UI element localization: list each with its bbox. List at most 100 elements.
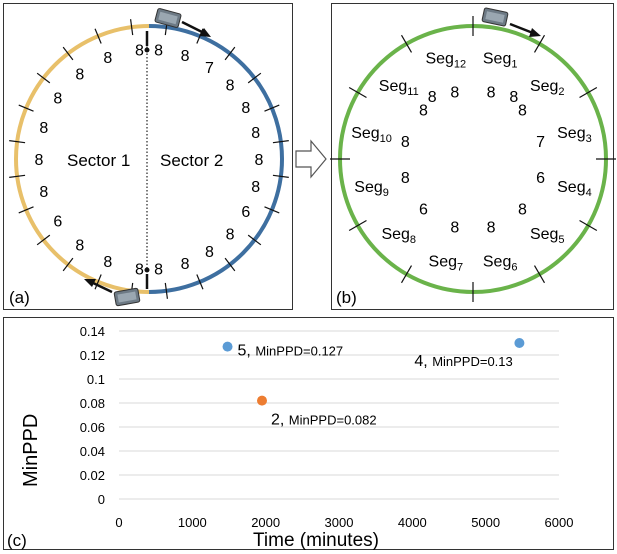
passage-value: 8 <box>241 100 250 117</box>
sector-2-label: Sector 2 <box>160 151 223 170</box>
passage-value: 8 <box>135 262 144 279</box>
segment-boundary-tick <box>579 86 598 99</box>
panel-b-ticks <box>330 16 616 302</box>
passage-value: 8 <box>35 152 44 169</box>
segment-boundary-tick <box>533 265 546 284</box>
y-tick-label: 0.04 <box>80 444 105 459</box>
ring-tick <box>9 140 26 144</box>
transition-arrow-icon <box>295 139 327 179</box>
passage-value: 8 <box>181 48 190 65</box>
y-tick-label: 0.08 <box>80 396 105 411</box>
x-tick-label: 0 <box>115 515 122 530</box>
segment-value: 8 <box>428 89 437 106</box>
segment-value: 6 <box>419 201 428 218</box>
data-label: 2, MinPPD=0.082 <box>271 412 377 429</box>
data-label: 5, MinPPD=0.127 <box>238 343 344 360</box>
panel-a-frame <box>3 3 293 310</box>
panel-b-label: (b) <box>336 288 357 307</box>
x-tick-label: 6000 <box>545 515 574 530</box>
arrowhead-icon <box>84 279 96 287</box>
sector-1-label: Sector 1 <box>67 151 130 170</box>
ring-tick <box>264 206 280 214</box>
ring-tick <box>264 104 280 112</box>
passage-value: 8 <box>226 226 235 243</box>
passage-value: 8 <box>181 256 190 273</box>
y-tick-label: 0.02 <box>80 468 105 483</box>
y-tick-labels: 0 0.02 0.04 0.06 0.08 0.1 0.12 0.14 <box>80 324 105 507</box>
panel-a-ticks <box>9 19 289 299</box>
chart-points: 5, MinPPD=0.127 2, MinPPD=0.082 4, MinPPD=… <box>222 338 525 429</box>
ring-tick <box>18 206 34 214</box>
ring-tick <box>18 104 34 112</box>
segment-label: Seg6 <box>483 253 518 273</box>
passage-value: 8 <box>103 50 112 67</box>
ring-tick <box>164 282 168 299</box>
arrowhead-icon <box>529 28 541 37</box>
segment-boundary-tick <box>400 265 413 284</box>
direction-arrow-top <box>181 20 205 35</box>
chart-gridlines <box>119 330 559 500</box>
segment-value: 8 <box>419 103 428 120</box>
direction-arrow <box>509 22 534 35</box>
segment-label: Seg4 <box>557 179 592 199</box>
data-point <box>514 338 525 348</box>
data-label: 4, MinPPD=0.13 <box>414 353 512 370</box>
panel-a-label: (a) <box>9 288 30 307</box>
ring-tick <box>36 72 51 84</box>
segment-value: 7 <box>536 134 545 151</box>
passage-value: 8 <box>251 125 260 142</box>
passage-value: 6 <box>53 214 62 231</box>
direction-arrow-bottom <box>90 280 113 294</box>
segment-boundary-tick <box>579 219 598 232</box>
segment-label: Seg9 <box>354 179 389 199</box>
passage-value: 8 <box>39 120 48 137</box>
passage-value: 7 <box>205 60 214 77</box>
segment-label: Seg2 <box>530 78 565 98</box>
segment-boundary-tick <box>400 34 413 53</box>
passage-value: 8 <box>205 244 214 261</box>
passage-value: 8 <box>226 78 235 95</box>
x-axis-label: Time (minutes) <box>253 530 379 551</box>
y-axis-label: MinPPD <box>20 414 42 487</box>
segment-value: 8 <box>487 220 496 237</box>
panel-c-label: (c) <box>7 531 27 550</box>
ring-tick <box>9 174 26 178</box>
x-tick-label: 5000 <box>471 515 500 530</box>
divider-top-dot <box>144 47 150 53</box>
passage-value: 8 <box>103 254 112 271</box>
ring-tick <box>224 46 236 61</box>
x-tick-label: 3000 <box>325 515 354 530</box>
data-point <box>222 341 233 352</box>
segment-label: Seg10 <box>351 125 392 145</box>
y-tick-label: 0.14 <box>80 324 105 339</box>
segment-value: 8 <box>450 220 459 237</box>
y-tick-label: 0.12 <box>80 348 105 363</box>
panel-c-frame <box>3 317 614 550</box>
x-tick-labels: 0 1000 2000 3000 4000 5000 6000 <box>115 515 573 530</box>
segment-value: 8 <box>487 84 496 101</box>
passage-value: 8 <box>39 184 48 201</box>
segment-label: Seg1 <box>483 51 518 71</box>
x-tick-label: 4000 <box>398 515 427 530</box>
segment-label: Seg7 <box>429 253 464 273</box>
passage-value: 8 <box>251 179 260 196</box>
passage-value: 8 <box>75 237 84 254</box>
segment-boundary-tick <box>348 219 367 232</box>
segment-value: 8 <box>509 89 518 106</box>
x-tick-label: 1000 <box>178 515 207 530</box>
segment-ring <box>338 24 608 294</box>
arrowhead-icon <box>199 28 211 37</box>
segment-value: 8 <box>518 103 527 120</box>
sector-2-arc <box>148 24 284 294</box>
y-tick-label: 0.1 <box>87 372 105 387</box>
y-tick-label: 0.06 <box>80 420 105 435</box>
segment-label: Seg11 <box>379 78 419 98</box>
ring-tick <box>94 274 102 290</box>
data-point <box>257 395 267 406</box>
passage-value: 6 <box>241 204 250 221</box>
segment-label: Seg8 <box>381 226 416 246</box>
